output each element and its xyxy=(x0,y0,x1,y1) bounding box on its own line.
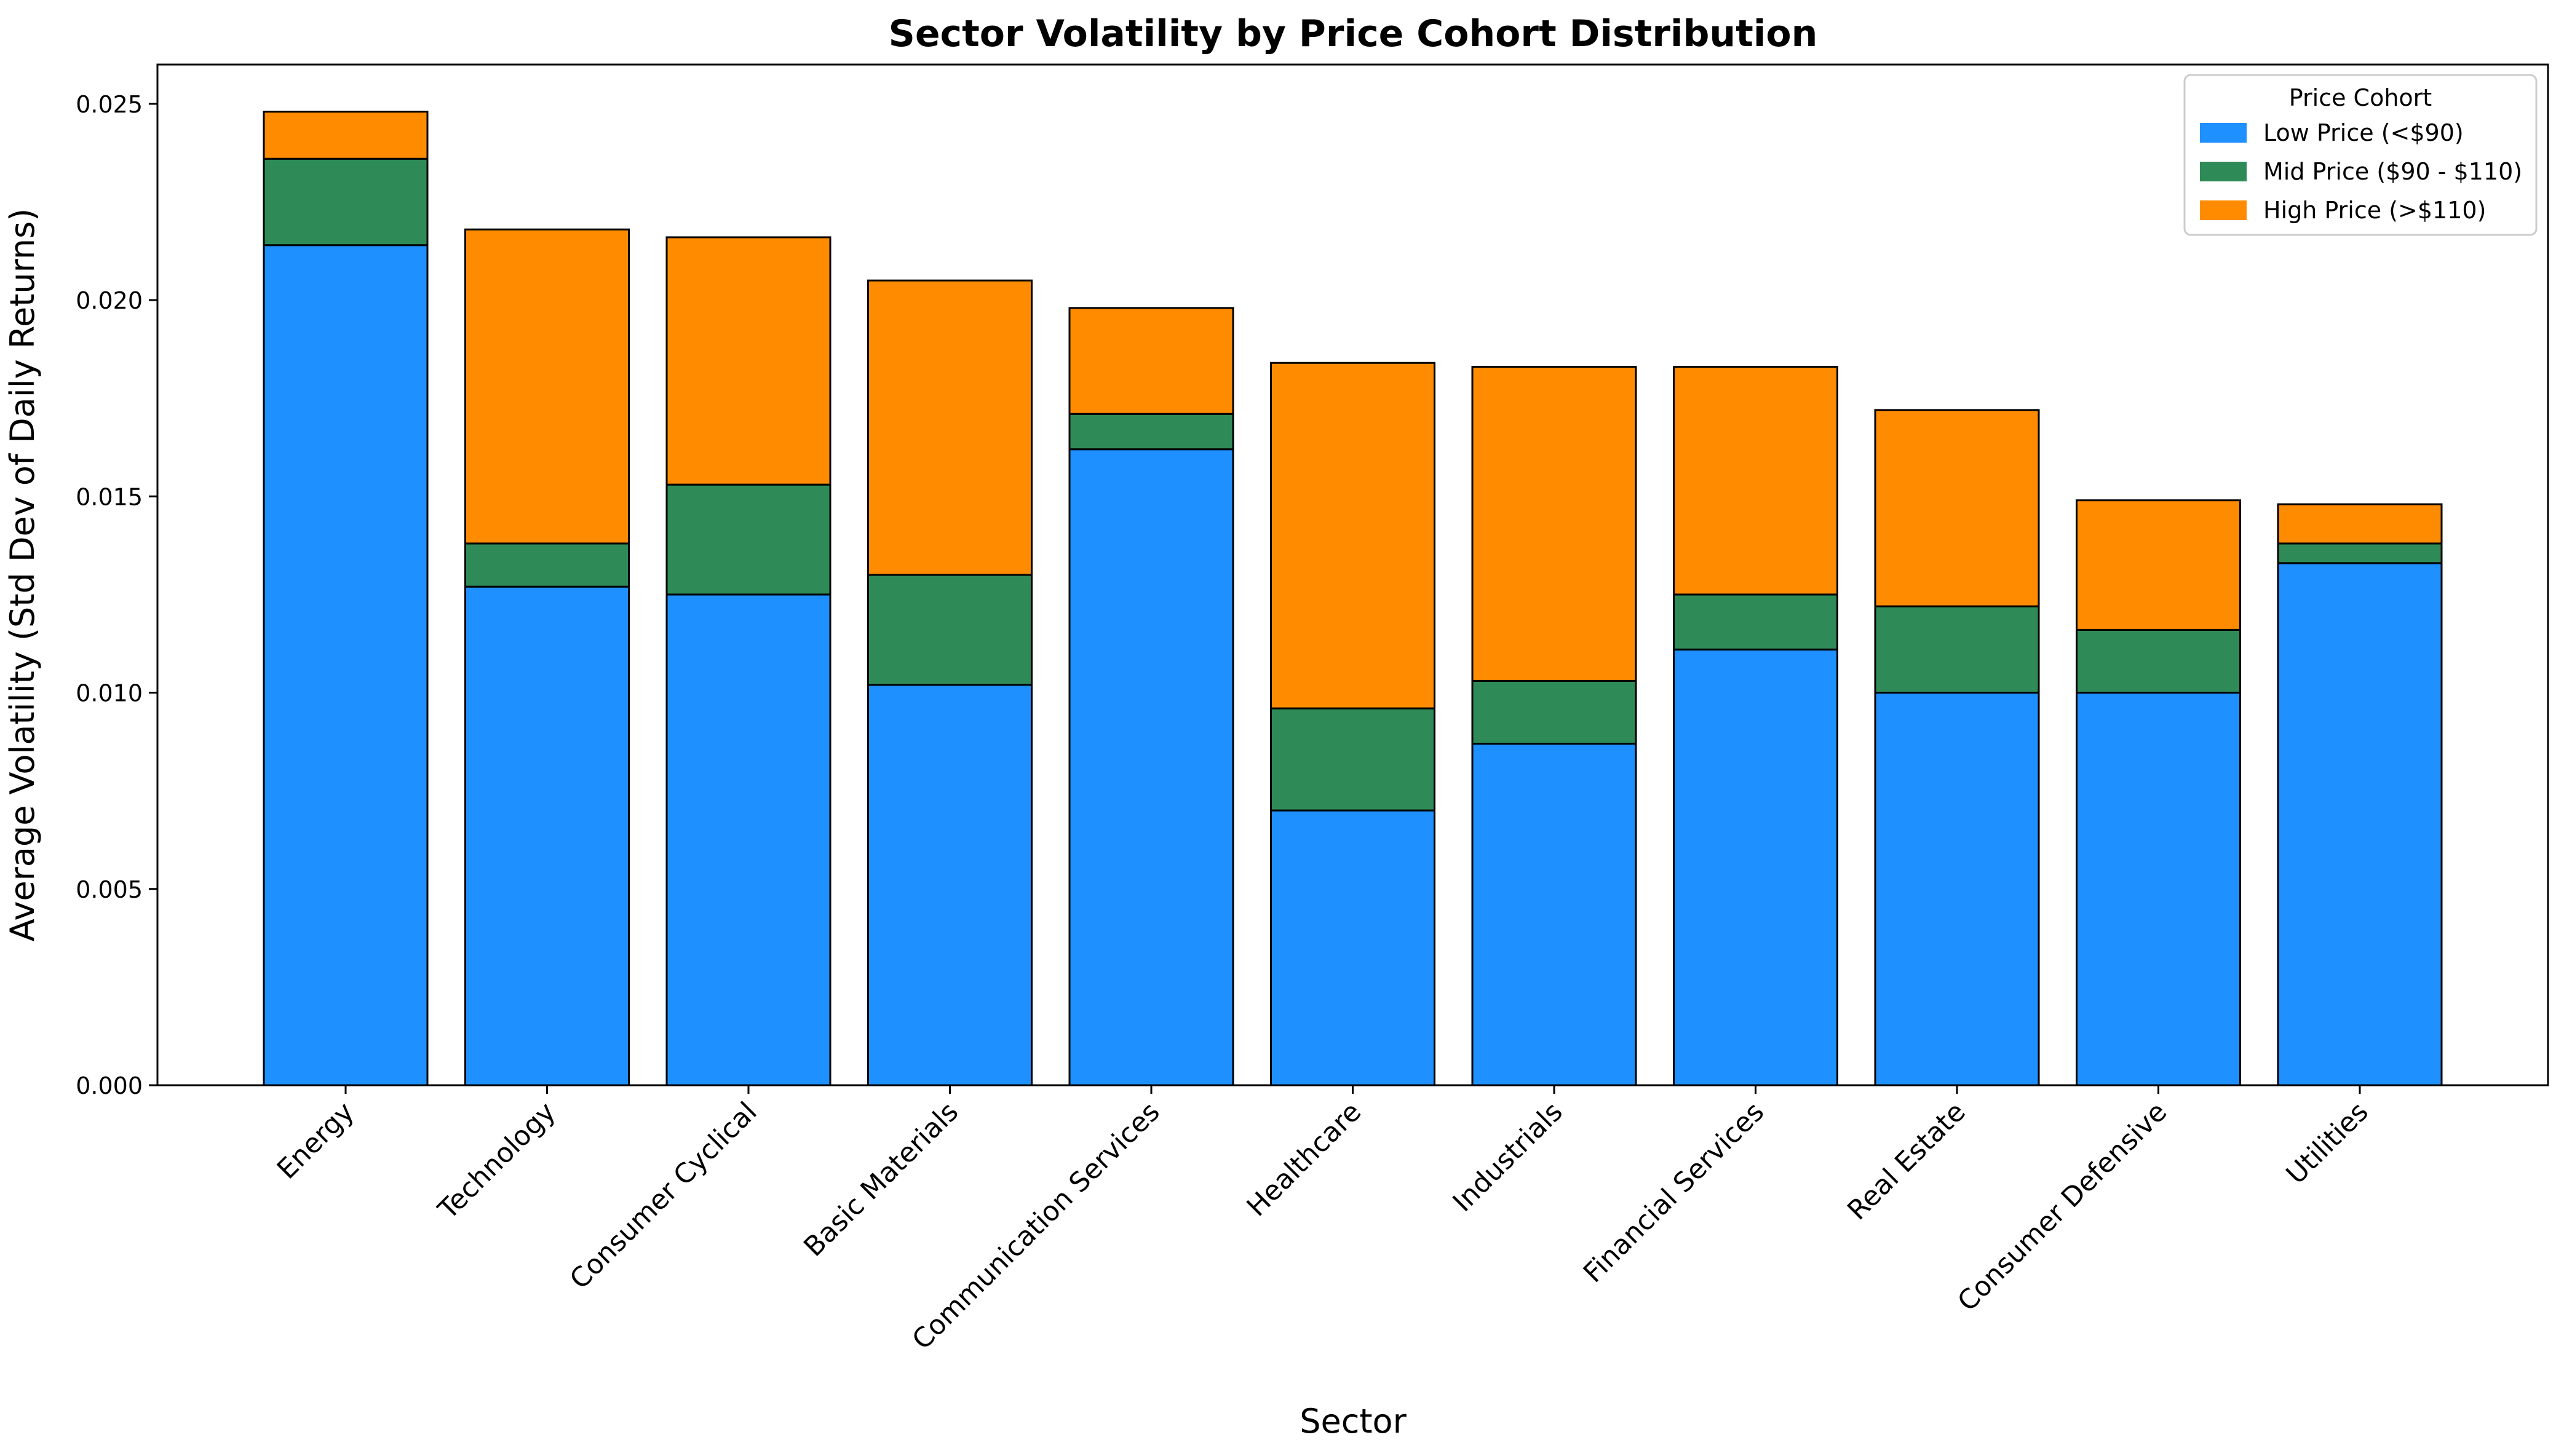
legend-entry-label: Mid Price ($90 - $110) xyxy=(2263,158,2522,185)
x-tick-label: Basic Materials xyxy=(798,1096,964,1263)
bar-technology-series-0 xyxy=(464,585,630,1086)
y-tick-label: 0.015 xyxy=(76,483,143,510)
chart-title: Sector Volatility by Price Cohort Distri… xyxy=(889,12,1818,55)
y-axis: 0.000 0.005 0.010 0.015 0.020 0.025 xyxy=(76,91,157,1099)
bar-basic-materials-series-2 xyxy=(867,279,1033,576)
bar-technology-series-2 xyxy=(464,228,630,545)
x-tick-label: Technology xyxy=(432,1096,562,1226)
bar-consumer-cyclical-series-0 xyxy=(665,593,832,1086)
bar-communication-services-series-2 xyxy=(1068,307,1234,415)
bar-consumer-defensive-series-0 xyxy=(2076,692,2241,1086)
bar-energy-series-0 xyxy=(263,244,429,1086)
bar-energy-series-2 xyxy=(263,111,429,160)
legend-swatch xyxy=(2200,162,2247,181)
bar-healthcare-series-2 xyxy=(1270,362,1435,710)
y-tick-label: 0.000 xyxy=(76,1072,143,1099)
bar-consumer-defensive-series-1 xyxy=(2076,628,2241,694)
bar-financial-services-series-1 xyxy=(1673,593,1838,651)
bar-industrials-series-1 xyxy=(1471,679,1637,745)
legend-swatch xyxy=(2200,200,2247,220)
bar-real-estate-series-1 xyxy=(1874,605,2040,694)
bar-technology-series-1 xyxy=(464,542,630,588)
bar-real-estate-series-0 xyxy=(1874,692,2040,1086)
x-tick-label: Consumer Cyclical xyxy=(564,1096,763,1296)
x-tick-label: Industrials xyxy=(1447,1096,1569,1218)
legend-box xyxy=(2183,74,2538,236)
bar-financial-services-series-0 xyxy=(1673,648,1838,1086)
x-tick-label: Consumer Defensive xyxy=(1951,1096,2173,1318)
x-axis-title: Sector xyxy=(1300,1402,1407,1441)
x-tick-label: Financial Services xyxy=(1578,1096,1770,1289)
bar-basic-materials-series-1 xyxy=(867,574,1033,686)
legend-swatch xyxy=(2200,123,2247,143)
bar-consumer-cyclical-series-1 xyxy=(665,483,832,596)
y-tick-label: 0.005 xyxy=(76,876,143,903)
legend-entry-label: High Price (>$110) xyxy=(2263,197,2486,224)
legend: Price Cohort Low Price (<$90) Mid Price (… xyxy=(2183,74,2538,236)
y-axis-title: Average Volatility (Std Dev of Daily Ret… xyxy=(3,208,42,942)
bar-financial-services-series-2 xyxy=(1673,366,1838,596)
bar-communication-services-series-1 xyxy=(1068,413,1234,451)
bar-consumer-cyclical-series-2 xyxy=(665,236,832,486)
bar-utilities-series-1 xyxy=(2277,542,2443,564)
bar-healthcare-series-1 xyxy=(1270,707,1435,812)
bar-healthcare-series-0 xyxy=(1270,809,1435,1086)
bar-basic-materials-series-0 xyxy=(867,684,1033,1086)
bar-utilities-series-2 xyxy=(2277,503,2443,545)
y-tick-label: 0.010 xyxy=(76,680,143,707)
legend-items: Low Price (<$90) Mid Price ($90 - $110) Hi… xyxy=(2200,119,2522,224)
y-tick-label: 0.020 xyxy=(76,287,143,314)
x-tick-label: Utilities xyxy=(2280,1096,2375,1190)
x-tick-label: Healthcare xyxy=(1241,1096,1368,1223)
legend-entry-label: Low Price (<$90) xyxy=(2263,119,2464,146)
legend-title: Price Cohort xyxy=(2289,84,2432,111)
bars-layer xyxy=(263,111,2443,1086)
bar-energy-series-1 xyxy=(263,157,429,247)
bar-utilities-series-0 xyxy=(2277,562,2443,1086)
x-tick-label: Real Estate xyxy=(1841,1096,1972,1227)
bar-industrials-series-0 xyxy=(1471,743,1637,1086)
y-tick-label: 0.025 xyxy=(76,91,143,118)
bar-real-estate-series-2 xyxy=(1874,409,2040,607)
bar-consumer-defensive-series-2 xyxy=(2076,499,2241,631)
bar-communication-services-series-0 xyxy=(1068,448,1234,1086)
bar-industrials-series-2 xyxy=(1471,366,1637,682)
x-tick-label: Energy xyxy=(271,1096,360,1185)
x-axis: Energy Technology Consumer Cyclical Basic M… xyxy=(271,1085,2375,1356)
